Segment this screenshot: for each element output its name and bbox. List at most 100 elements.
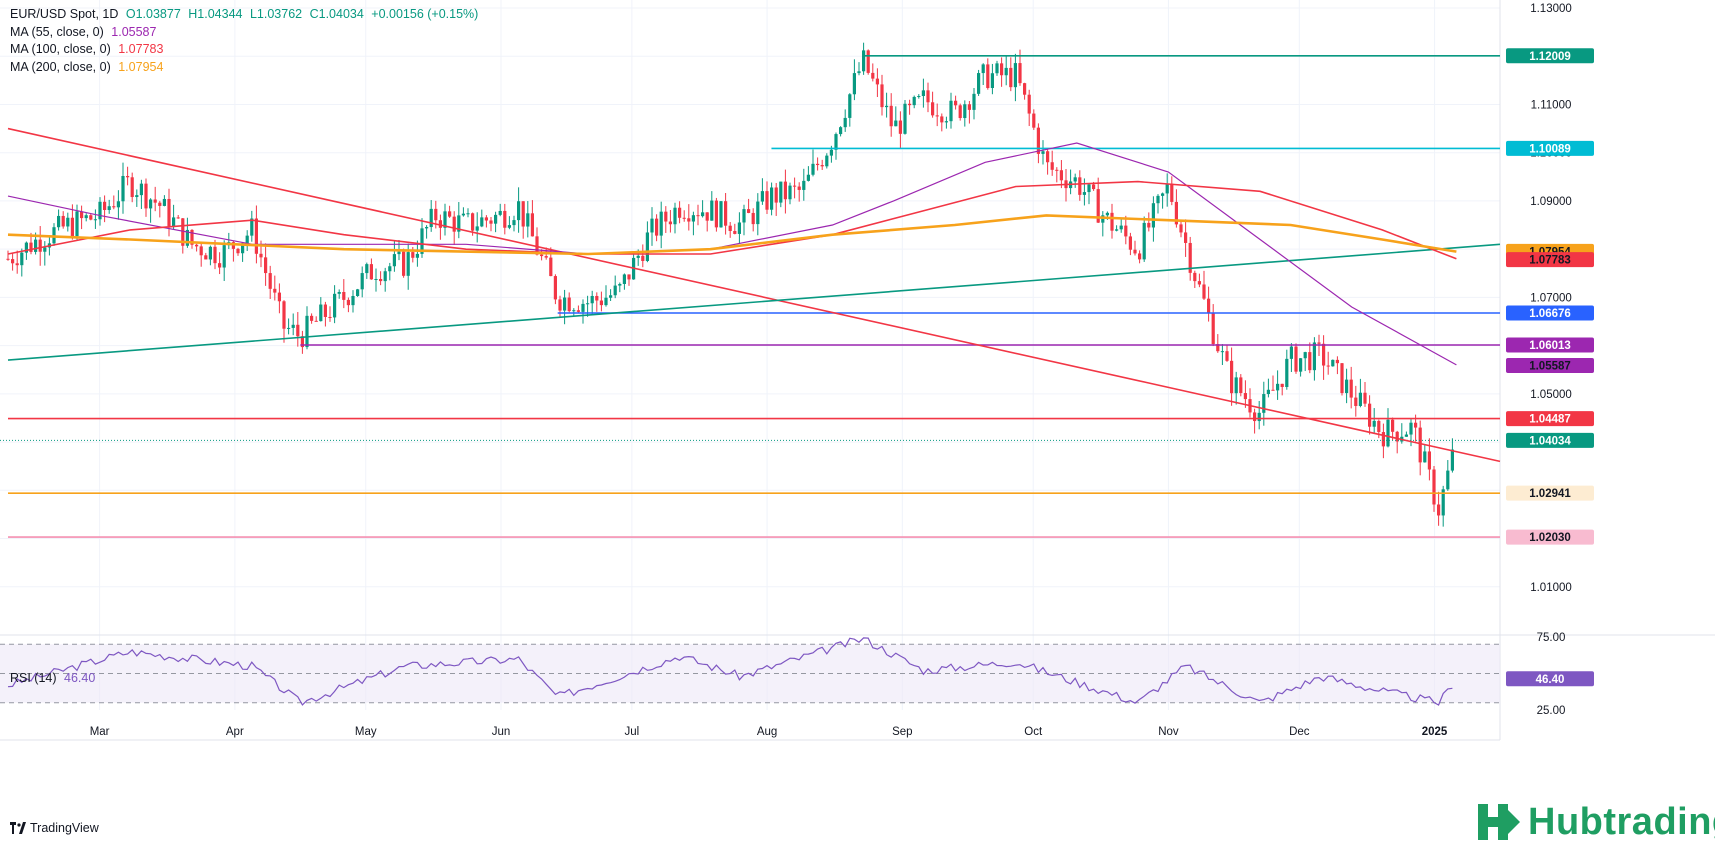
candle-body [1395,431,1399,442]
candle-body [282,301,286,329]
ohlc-open: O1.03877 [125,7,181,21]
y-tick-label: 1.11000 [1531,99,1572,111]
candle-body [1046,151,1050,163]
candle-body [724,201,728,226]
candle-body [369,264,373,280]
candle-body [728,225,732,231]
candle-body [618,283,622,286]
candle-body [489,220,493,224]
trendline-ascending-support [7,243,1501,361]
candle-body [540,254,544,257]
candle-body [245,235,249,244]
x-tick-label: Aug [757,726,777,738]
candle-body [98,201,102,220]
candle-body [609,295,613,298]
rsi-line [7,637,1453,706]
candle-body [457,215,461,232]
candle-body [498,210,502,215]
candle-body [1441,489,1445,516]
candle-body [213,246,217,264]
candle-body [747,209,751,213]
candle-body [466,213,470,215]
level-tag-3-label: 1.06013 [1529,340,1571,352]
candle-body [1280,383,1284,387]
level-tag-6-bg [1506,529,1594,545]
y-tick-label: 1.01000 [1530,582,1572,594]
candle-body [1000,63,1004,76]
candle-body [360,273,364,290]
candle-body [1271,389,1275,391]
candle-body [977,73,981,94]
candle-body [190,229,194,245]
candle-body [66,217,70,227]
candle-body [908,103,912,106]
candle-body [806,174,810,181]
candle-body [204,255,208,260]
symbol-line: EUR/USD Spot, 1D [10,7,119,21]
candle-body [1257,412,1261,422]
candle-body [1087,184,1091,193]
candle-body [1092,184,1096,190]
candle-body [825,155,829,167]
candle-body [558,299,562,311]
candle-body [862,50,866,72]
candle-body [641,255,645,261]
candle-body [829,149,833,156]
candle-body [650,218,654,233]
candle-body [581,303,585,312]
candle-body [926,90,930,103]
candle-body [1335,359,1339,364]
ma-tag-2-bg [1506,358,1594,374]
candle-body [20,252,24,266]
candle-body [802,180,806,190]
candle-body [903,103,907,134]
candle-body [622,274,626,284]
level-tag-6-label: 1.02030 [1529,532,1571,544]
candle-body [1023,83,1027,95]
candle-body [1358,392,1362,406]
candle-body [1018,63,1022,84]
candle-body [1073,177,1077,182]
candle-body [1119,225,1123,230]
candle-body [167,198,171,227]
candle-body [1082,192,1086,195]
candle-body [420,228,424,254]
last-price-tag-label: 1.04034 [1529,435,1571,447]
candle-body [287,327,291,329]
candle-body [576,310,580,312]
candle-body [29,242,33,252]
candle-body [429,208,433,228]
candle-body [397,251,401,255]
candle-body [1427,451,1431,470]
candle-body [1381,432,1385,447]
candle-body [526,213,530,227]
grid [0,0,1500,710]
ma-100-row: MA (100, close, 0) 1.07783 [10,41,478,59]
candle-body [866,50,870,73]
candle-body [388,266,392,272]
rsi-label: RSI (14) [10,671,57,685]
candle-body [898,120,902,134]
ma-100-label: MA (100, close, 0) [10,42,111,56]
candle-body [126,175,130,178]
candle-body [503,210,507,228]
candle-body [144,183,148,209]
rsi-tick-label: 25.00 [1537,705,1566,717]
candle-body [636,255,640,258]
candle-body [1151,203,1155,228]
candle-body [701,212,705,217]
candle-body [517,201,521,221]
candle-body [1331,359,1335,367]
candle-body [549,257,553,277]
x-tick-label: Dec [1289,726,1310,738]
candles [6,42,1454,527]
trendline-descending-resistance [7,127,1501,463]
candle-body [986,64,990,89]
candle-body [1041,151,1045,154]
candle-body [1372,420,1376,427]
candle-body [1170,183,1174,202]
candle-body [34,239,38,252]
candle-body [848,94,852,118]
candle-body [250,218,254,236]
